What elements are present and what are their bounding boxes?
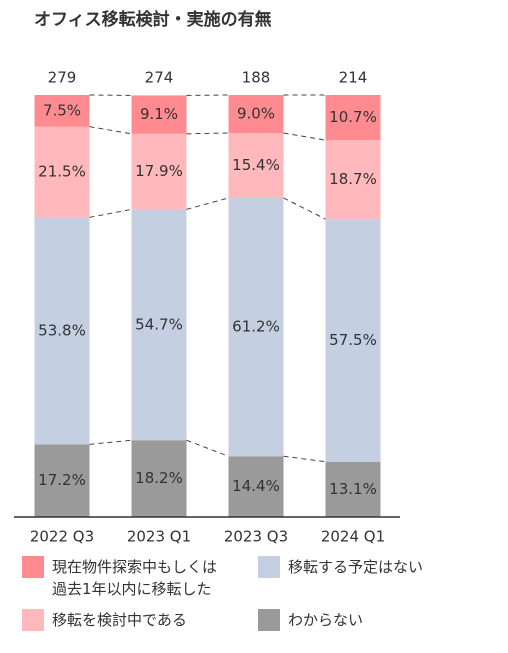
bar-segment [228,95,284,133]
bar-segment [228,456,284,517]
bar-segment [228,132,284,198]
connector [186,439,229,457]
total-label: 274 [145,69,174,87]
total-label: 279 [48,69,77,87]
bar-segment [34,95,90,127]
bar-segment [34,444,90,517]
value-label: 53.8% [38,321,86,339]
connector [89,439,132,445]
x-tick-label: 2023 Q3 [224,528,288,546]
value-label: 9.1% [140,105,178,123]
value-label: 18.7% [329,170,377,188]
bar-segment [34,217,90,445]
connector [89,208,132,218]
chart-title: オフィス移転検討・実施の有無 [34,9,272,30]
value-label: 15.4% [232,156,280,174]
value-label: 14.4% [232,477,280,495]
bar-segment [131,209,187,441]
legend-swatch [258,609,280,631]
value-label: 17.2% [38,471,86,489]
value-label: 18.2% [135,469,183,487]
connector [283,197,326,220]
bar-segment [131,440,187,517]
value-label: 10.7% [329,108,377,126]
value-label: 13.1% [329,480,377,498]
legend-label: 移転する予定はない [288,558,424,576]
bar-segment [131,133,187,210]
legend-label: 現在物件探索中もしくは 過去1年以内に移転した [52,558,218,598]
bar-segment [325,219,381,462]
bar-segment [325,140,381,220]
legend-swatch [258,556,280,578]
connector [283,455,326,463]
total-label: 214 [339,69,368,87]
connector [186,197,229,210]
connector [186,132,229,135]
bar-segment [131,95,187,134]
connector [89,126,132,135]
bar-segment [34,126,90,218]
bar-segment [228,197,284,457]
value-label: 54.7% [135,315,183,333]
x-tick-label: 2022 Q3 [30,528,94,546]
connector [283,132,326,141]
legend-label: 移転を検討中である [52,611,187,629]
value-label: 21.5% [38,163,86,181]
legend-swatch [22,609,44,631]
x-tick-label: 2023 Q1 [127,528,191,546]
value-label: 17.9% [135,162,183,180]
bar-segment [325,461,381,517]
total-label: 188 [242,69,271,87]
value-label: 9.0% [237,104,275,122]
legend-swatch [22,556,44,578]
value-label: 61.2% [232,318,280,336]
value-label: 57.5% [329,331,377,349]
bar-segment [325,95,381,141]
value-label: 7.5% [43,101,81,119]
legend-label: わからない [288,611,364,629]
x-tick-label: 2024 Q1 [321,528,385,546]
